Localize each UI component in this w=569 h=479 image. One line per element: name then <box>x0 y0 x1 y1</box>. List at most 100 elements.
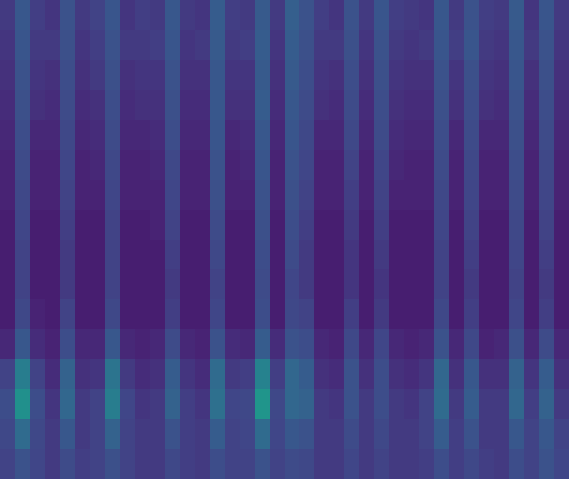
heatmap-cell <box>210 449 225 479</box>
heatmap-cell <box>374 240 389 269</box>
heatmap-cell <box>120 240 135 269</box>
heatmap-cell <box>180 329 195 359</box>
heatmap-cell <box>15 389 30 419</box>
heatmap-cell <box>419 60 434 90</box>
heatmap-cell <box>240 30 255 60</box>
heatmap-cell <box>539 210 554 240</box>
heatmap-cell <box>120 60 135 90</box>
heatmap-cell <box>449 30 464 60</box>
heatmap-cell <box>30 30 45 60</box>
heatmap-cell <box>494 240 509 269</box>
heatmap-cell <box>434 0 449 30</box>
heatmap-cell <box>285 389 299 419</box>
heatmap-cell <box>165 449 180 479</box>
heatmap-cell <box>494 449 509 479</box>
heatmap-cell <box>75 359 90 389</box>
heatmap-cell <box>30 90 45 120</box>
heatmap-cell <box>344 389 359 419</box>
heatmap-cell <box>105 269 120 299</box>
heatmap-cell <box>285 269 299 299</box>
heatmap-cell <box>554 240 569 269</box>
heatmap-cell <box>434 180 449 210</box>
heatmap-cell <box>195 359 210 389</box>
heatmap-cell <box>494 269 509 299</box>
heatmap-cell <box>374 269 389 299</box>
heatmap-cell <box>419 0 434 30</box>
heatmap-cell <box>434 30 449 60</box>
heatmap-cell <box>255 90 270 120</box>
heatmap-cell <box>509 449 524 479</box>
heatmap-cell <box>180 389 195 419</box>
heatmap-cell <box>195 210 210 240</box>
heatmap-cell <box>240 150 255 180</box>
heatmap-cell <box>389 269 404 299</box>
heatmap-cell <box>120 120 135 150</box>
heatmap-cell <box>314 449 329 479</box>
heatmap-cell <box>299 60 314 90</box>
heatmap-cell <box>60 150 75 180</box>
heatmap-cell <box>359 180 374 210</box>
heatmap-cell <box>449 359 464 389</box>
heatmap-cell <box>299 299 314 329</box>
heatmap-cell <box>389 329 404 359</box>
heatmap-cell <box>75 329 90 359</box>
heatmap-cell <box>0 359 15 389</box>
cells <box>0 0 569 479</box>
heatmap-cell <box>404 299 419 329</box>
heatmap-cell <box>105 120 120 150</box>
heatmap-cell <box>75 90 90 120</box>
heatmap-cell <box>255 449 270 479</box>
heatmap-cell <box>90 269 105 299</box>
heatmap-cell <box>299 30 314 60</box>
heatmap-cell <box>329 60 344 90</box>
heatmap-cell <box>255 30 270 60</box>
heatmap-cell <box>75 449 90 479</box>
heatmap-cell <box>105 419 120 449</box>
heatmap-cell <box>314 180 329 210</box>
heatmap-cell <box>359 299 374 329</box>
heatmap-cell <box>45 0 60 30</box>
heatmap-cell <box>210 419 225 449</box>
heatmap-cell <box>270 60 285 90</box>
heatmap-cell <box>554 90 569 120</box>
heatmap-cell <box>539 180 554 210</box>
heatmap-cell <box>539 329 554 359</box>
heatmap-cell <box>45 419 60 449</box>
heatmap-cell <box>389 419 404 449</box>
heatmap-cell <box>150 0 165 30</box>
heatmap-cell <box>135 299 150 329</box>
heatmap-cell <box>225 180 240 210</box>
heatmap-cell <box>464 90 479 120</box>
heatmap-cell <box>464 299 479 329</box>
heatmap-cell <box>240 0 255 30</box>
heatmap-cell <box>120 359 135 389</box>
heatmap-cell <box>75 0 90 30</box>
heatmap-cell <box>449 329 464 359</box>
heatmap-cell <box>225 240 240 269</box>
heatmap-cell <box>210 389 225 419</box>
heatmap-cell <box>494 30 509 60</box>
heatmap-cell <box>105 150 120 180</box>
heatmap-cell <box>255 60 270 90</box>
heatmap-cell <box>240 90 255 120</box>
heatmap-cell <box>509 90 524 120</box>
heatmap-cell <box>509 120 524 150</box>
heatmap-cell <box>45 359 60 389</box>
heatmap-cell <box>404 180 419 210</box>
heatmap-cell <box>75 269 90 299</box>
heatmap-cell <box>150 359 165 389</box>
heatmap-cell <box>329 329 344 359</box>
heatmap-cell <box>524 0 539 30</box>
heatmap-cell <box>464 419 479 449</box>
heatmap-cell <box>374 180 389 210</box>
heatmap-cell <box>30 150 45 180</box>
heatmap-cell <box>195 419 210 449</box>
heatmap-cell <box>449 389 464 419</box>
heatmap-cell <box>0 30 15 60</box>
heatmap-cell <box>434 120 449 150</box>
heatmap-cell <box>45 389 60 419</box>
heatmap-cell <box>255 240 270 269</box>
heatmap-cell <box>15 30 30 60</box>
heatmap-cell <box>60 299 75 329</box>
heatmap-cell <box>75 180 90 210</box>
